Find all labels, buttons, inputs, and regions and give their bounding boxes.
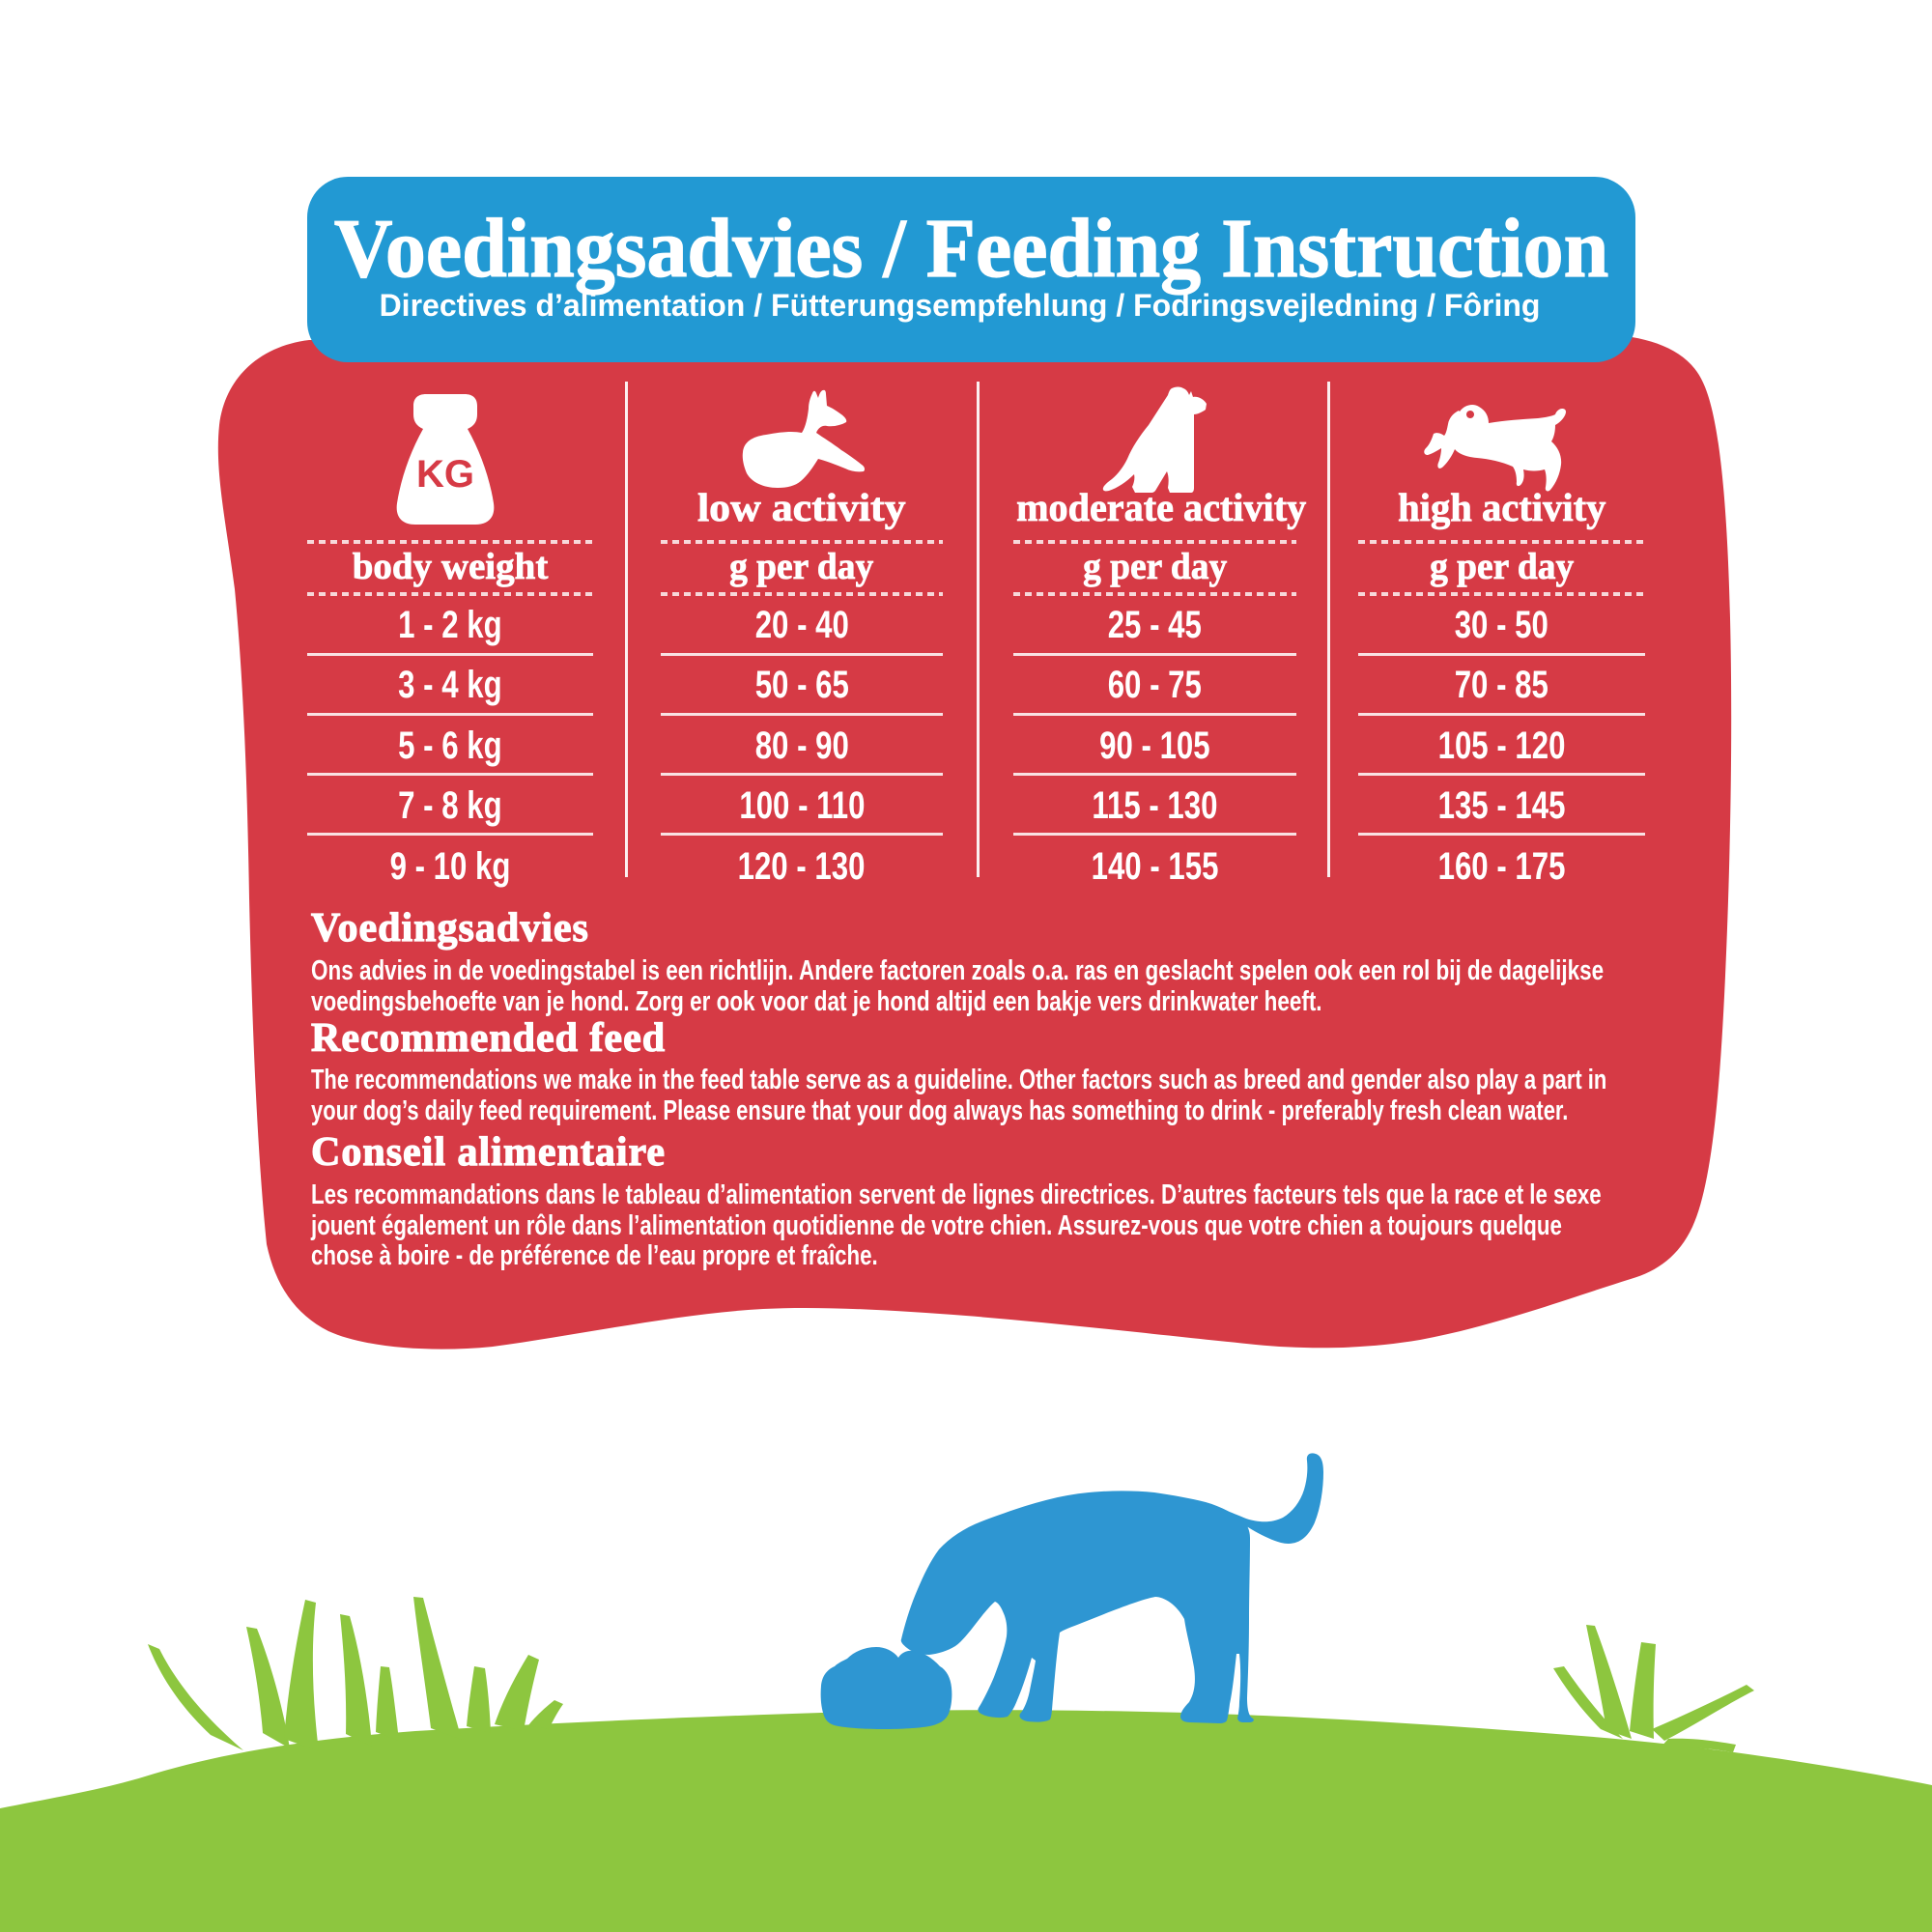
svg-text:KG: KG [416, 453, 474, 496]
